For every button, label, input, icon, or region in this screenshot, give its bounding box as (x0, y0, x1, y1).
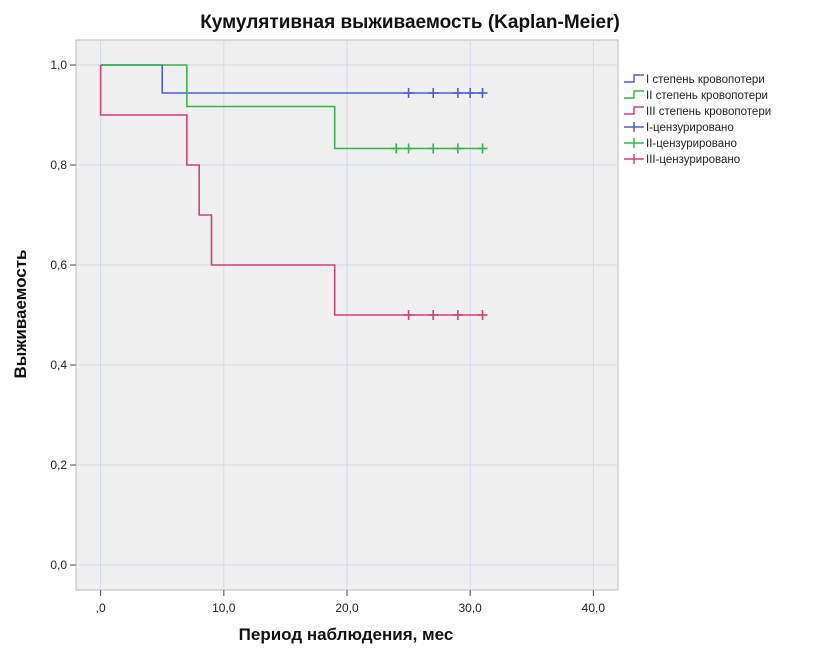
series-2-censor-mark (428, 143, 439, 154)
series-1-censor-mark (403, 88, 414, 98)
series-2-survival-line (100, 64, 483, 150)
y-tick-label: 0,2 (50, 458, 67, 472)
series-2-censor-mark (477, 143, 488, 154)
y-tick-label: 1,0 (50, 58, 67, 72)
legend-label: I-цензурировано (646, 122, 734, 134)
series-1-censor-mark (452, 88, 463, 98)
x-tick-label: 20,0 (335, 601, 359, 615)
series-1-censor-mark (428, 88, 439, 98)
x-tick-label: 30,0 (459, 601, 483, 615)
y-tick-label: 0,8 (50, 158, 67, 172)
legend-label: I степень кровопотери (646, 74, 765, 86)
y-axis-title: Выживаемость (11, 250, 30, 379)
x-axis-title: Период наблюдения, мес (239, 625, 454, 644)
legend-item-censored-3: III-цензурировано (624, 154, 740, 166)
chart-title: Кумулятивная выживаемость (Kaplan-Meier) (200, 12, 620, 33)
series-3-censor-mark (403, 310, 414, 320)
legend-item-series-1: I степень кровопотери (624, 74, 765, 86)
series-1-censor-mark (465, 88, 476, 98)
legend-label: III-цензурировано (646, 154, 740, 166)
y-tick-label: 0,0 (50, 558, 67, 572)
series-2-censor-mark (452, 143, 463, 154)
y-tick-label: 0,4 (50, 358, 67, 372)
series-3-censor-mark (452, 310, 463, 320)
series-3-censor-mark (428, 310, 439, 320)
legend-item-series-3: III степень кровопотери (624, 106, 771, 118)
series-2-censor-mark (391, 143, 402, 154)
legend-item-censored-1: I-цензурировано (624, 122, 734, 134)
axes: ,0 10,0 20,0 30,0 40,0 0,0 0,2 0,4 0,6 0,8 1,0 (50, 58, 605, 615)
x-tick-label: 40,0 (582, 601, 606, 615)
legend-label: II степень кровопотери (646, 90, 768, 102)
legend-item-censored-2: II-цензурировано (624, 138, 737, 150)
legend-item-series-2: II степень кровопотери (624, 90, 768, 102)
legend: I степень кровопотери II степень кровопот… (624, 74, 771, 166)
legend-step-swatch (624, 106, 644, 115)
series-1-censor-mark (477, 88, 488, 98)
legend-step-swatch (624, 74, 644, 83)
legend-step-swatch (624, 90, 644, 99)
y-tick-label: 0,6 (50, 258, 67, 272)
series-3-censor-mark (477, 310, 488, 320)
x-tick-label: 10,0 (212, 601, 236, 615)
legend-label: III степень кровопотери (646, 106, 771, 118)
legend-label: II-цензурировано (646, 138, 737, 150)
series-group (99, 64, 488, 320)
grid-lines (76, 40, 618, 590)
series-3-survival-line (99, 65, 483, 316)
series-2-censor-mark (403, 143, 414, 154)
x-tick-label: ,0 (96, 601, 106, 615)
